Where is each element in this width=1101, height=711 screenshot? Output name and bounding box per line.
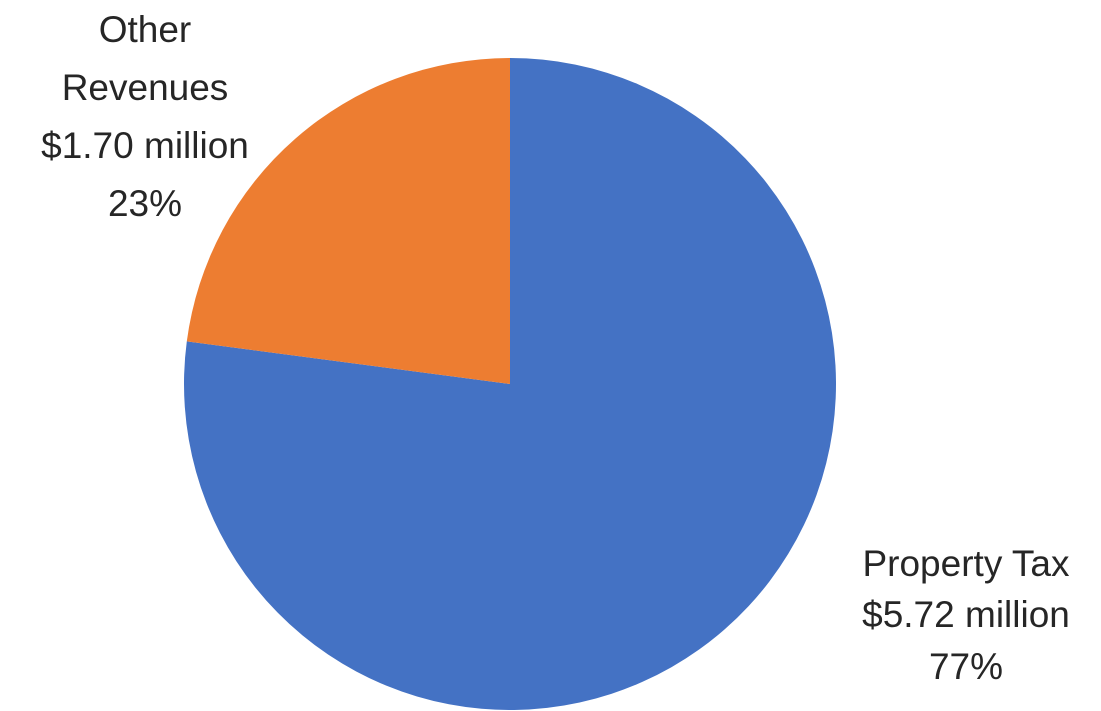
slice-label-category-line2: Revenues [62,67,229,108]
slice-label-property-tax: Property Tax $5.72 million 77% [862,543,1070,687]
slice-label-category-line1: Other [99,9,192,50]
pie-slices [183,58,836,710]
slice-label-value: $1.70 million [41,125,249,166]
slice-label-other-revenues: Other Revenues $1.70 million 23% [41,9,249,224]
slice-label-percent: 77% [929,646,1003,687]
pie-slice-other-revenues [186,58,510,384]
slice-label-category: Property Tax [862,543,1070,584]
slice-label-value: $5.72 million [862,594,1070,635]
slice-label-percent: 23% [108,183,182,224]
